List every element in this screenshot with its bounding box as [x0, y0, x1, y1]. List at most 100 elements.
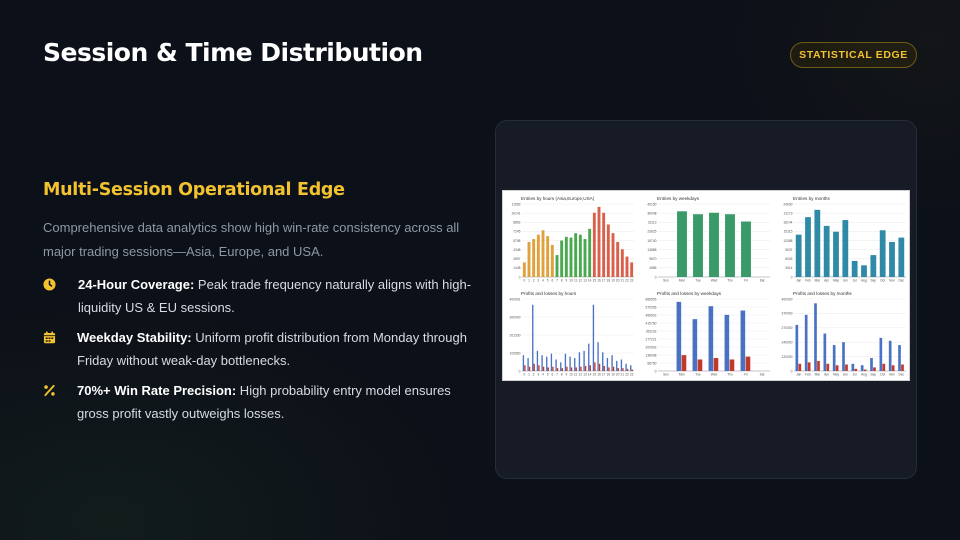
bar: [592, 212, 596, 277]
x-tick-label: Dec: [898, 279, 904, 283]
y-tick-label: 0: [791, 369, 793, 373]
x-tick-label: Oct: [880, 279, 885, 283]
x-tick-label: Sep: [870, 279, 876, 283]
x-tick-label: Feb: [805, 279, 811, 283]
bar: [564, 353, 567, 371]
bar: [708, 306, 714, 371]
x-tick-label: 19: [611, 279, 615, 283]
y-tick-label: 68750: [647, 361, 656, 365]
y-tick-label: 0: [655, 369, 657, 373]
x-tick-label: 6: [551, 373, 553, 377]
slide-title: Session & Time Distribution: [43, 38, 423, 67]
x-tick-label: Aug: [861, 373, 867, 377]
bar: [608, 367, 610, 371]
x-tick-label: Jan: [796, 373, 801, 377]
y-tick-label: 24630: [783, 202, 792, 206]
bar: [832, 345, 836, 371]
x-tick-label: Fri: [744, 279, 748, 283]
bar: [602, 212, 606, 277]
x-tick-label: 8: [561, 373, 563, 377]
y-tick-label: 18144: [783, 221, 792, 225]
bar: [542, 366, 545, 371]
x-tick-label: 8: [561, 279, 563, 283]
y-tick-label: 4348: [513, 248, 521, 252]
bar: [541, 230, 545, 277]
x-tick-label: 10: [569, 279, 573, 283]
y-tick-label: 270000: [781, 326, 792, 330]
bar: [709, 212, 719, 277]
y-tick-label: 0: [655, 275, 657, 279]
point-24-hour-coverage: 24-Hour Coverage: Peak trade frequency n…: [43, 273, 473, 319]
x-tick-label: 5: [547, 373, 549, 377]
bar: [575, 367, 577, 371]
bar: [804, 314, 808, 371]
bar: [611, 355, 613, 371]
y-tick-label: 10141: [511, 211, 520, 215]
bar: [860, 365, 864, 371]
bar: [740, 310, 746, 371]
y-tick-label: 9870: [649, 257, 657, 261]
x-tick-label: 17: [602, 279, 606, 283]
bar: [532, 304, 534, 371]
bar: [870, 358, 873, 371]
bar: [602, 352, 604, 371]
x-tick-label: Feb: [805, 373, 811, 377]
x-tick-label: 4: [542, 279, 544, 283]
x-tick-label: 23: [630, 279, 634, 283]
x-tick-label: 16: [597, 279, 601, 283]
x-tick-label: 20: [616, 279, 620, 283]
bar: [580, 366, 582, 371]
bar: [555, 255, 559, 277]
y-tick-label: 415760: [645, 321, 656, 325]
y-tick-label: 19740: [647, 239, 656, 243]
bar: [795, 234, 802, 277]
x-tick-label: 9: [565, 373, 567, 377]
x-tick-label: 23: [630, 373, 634, 377]
bar: [741, 221, 751, 277]
bar: [578, 352, 581, 371]
bar: [826, 363, 830, 371]
x-tick-label: Jul: [853, 279, 857, 283]
y-tick-label: 13888: [647, 248, 656, 252]
bar: [835, 365, 839, 371]
x-tick-label: 22: [625, 373, 629, 377]
chart-title: Profits and losses by hours: [521, 291, 577, 296]
bar: [536, 350, 539, 371]
x-tick-label: 6: [551, 279, 553, 283]
x-tick-label: 9: [565, 279, 567, 283]
x-tick-label: Mon: [679, 373, 685, 377]
bar: [574, 358, 576, 371]
bar: [676, 301, 682, 371]
bar: [873, 367, 876, 371]
x-tick-label: 1: [528, 373, 530, 377]
x-tick-label: 2: [533, 279, 535, 283]
bar: [681, 355, 687, 371]
y-tick-label: 1448: [513, 266, 521, 270]
point-text: Peak trade frequency naturally aligns wi…: [78, 277, 472, 315]
y-tick-label: 40150: [647, 202, 656, 206]
bar: [713, 358, 719, 371]
x-tick-label: 18: [607, 373, 611, 377]
bar: [524, 365, 526, 371]
x-tick-label: Thu: [727, 373, 733, 377]
bar: [677, 211, 687, 277]
bar: [569, 237, 573, 277]
x-tick-label: May: [833, 279, 839, 283]
x-tick-label: 16: [597, 373, 601, 377]
x-tick-label: Nov: [889, 373, 895, 377]
bar: [560, 362, 562, 371]
y-tick-label: 200502: [645, 345, 656, 349]
bar: [724, 314, 730, 371]
bar: [594, 362, 596, 371]
bar: [555, 359, 557, 371]
x-tick-label: Mon: [679, 279, 685, 283]
x-tick-label: Sun: [663, 373, 669, 377]
chart-title: Entries by months: [793, 196, 830, 201]
point-weekday-stability: Weekday Stability: Uniform profit distri…: [43, 326, 473, 372]
x-tick-label: Nov: [889, 279, 895, 283]
x-tick-label: 7: [556, 279, 558, 283]
bar: [583, 239, 587, 277]
y-tick-label: 0: [519, 275, 521, 279]
bar: [598, 363, 601, 371]
y-tick-label: 9037: [785, 248, 793, 252]
